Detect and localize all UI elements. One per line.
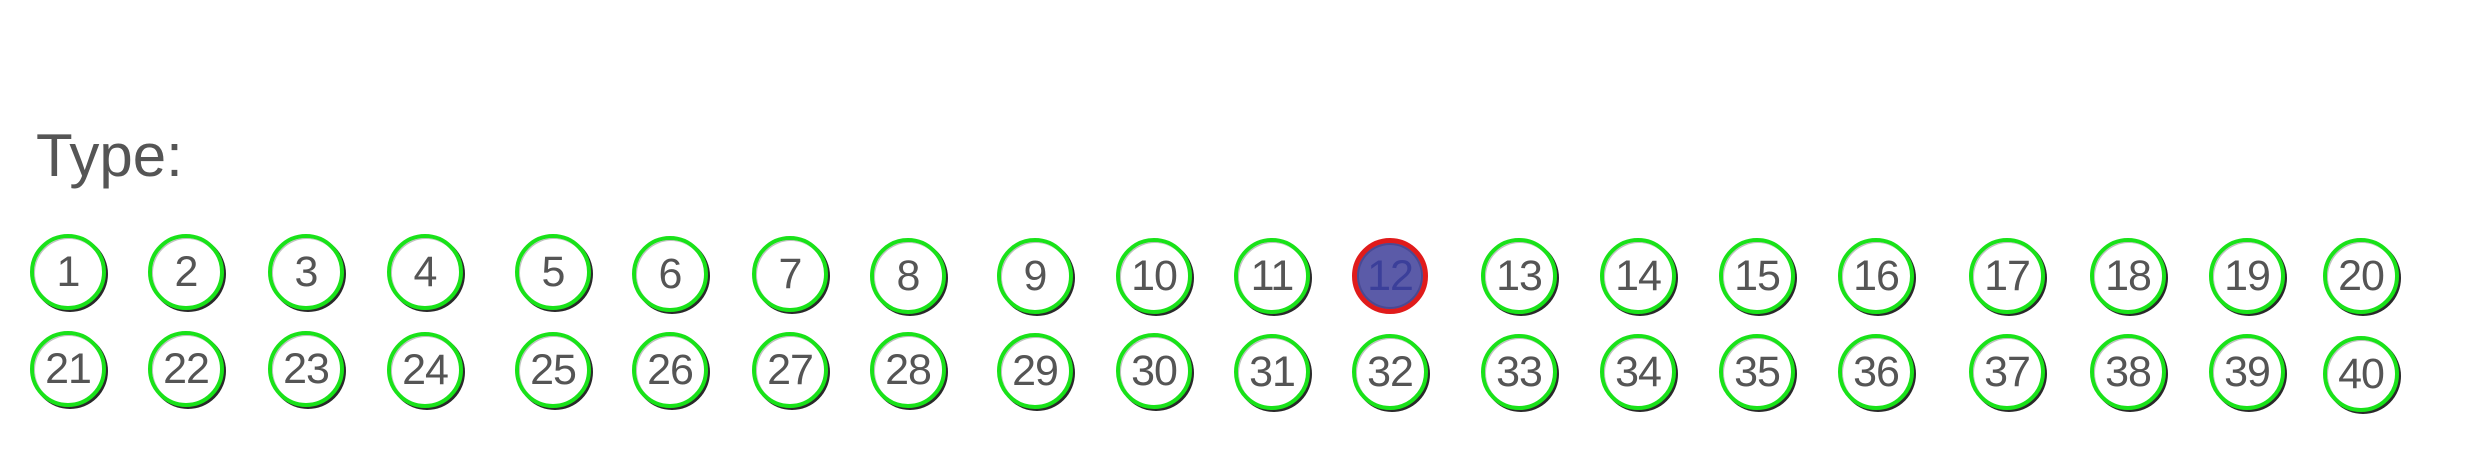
number-bubble-30[interactable]: 30 [1116,333,1192,409]
number-bubble-18[interactable]: 18 [2090,238,2166,314]
bubble-number: 15 [1734,251,1781,300]
number-bubble-32[interactable]: 32 [1352,334,1428,410]
bubble-number: 4 [413,247,438,296]
bubble-number: 38 [2105,347,2152,396]
number-bubble-31[interactable]: 31 [1234,334,1310,410]
bubble-number: 18 [2105,251,2152,300]
bubble-number: 35 [1734,347,1781,396]
bubble-number: 17 [1984,251,2031,300]
bubble-number: 25 [530,345,577,394]
number-bubble-17[interactable]: 17 [1969,238,2045,314]
number-bubble-22[interactable]: 22 [148,331,224,407]
bubble-number: 9 [1023,251,1048,300]
bubble-number: 11 [1250,251,1295,300]
number-bubble-37[interactable]: 37 [1969,334,2045,410]
number-bubble-33[interactable]: 33 [1481,334,1557,410]
number-bubble-10[interactable]: 10 [1116,238,1192,314]
number-bubble-24[interactable]: 24 [387,332,463,408]
bubble-number: 24 [402,345,449,394]
bubble-number: 26 [647,345,694,394]
number-bubble-7[interactable]: 7 [752,236,828,312]
bubble-number: 8 [896,251,921,300]
bubble-number: 7 [778,249,803,298]
number-bubble-4[interactable]: 4 [387,234,463,310]
bubble-number: 29 [1012,346,1059,395]
bubble-number: 22 [163,344,210,393]
number-bubble-21[interactable]: 21 [30,331,106,407]
number-bubble-12[interactable]: 12 [1352,238,1428,314]
number-bubble-39[interactable]: 39 [2209,334,2285,410]
number-bubble-27[interactable]: 27 [752,332,828,408]
number-bubble-20[interactable]: 20 [2323,238,2399,314]
number-bubble-35[interactable]: 35 [1719,334,1795,410]
bubble-number: 36 [1853,347,1900,396]
bubble-number: 10 [1131,251,1178,300]
number-bubble-8[interactable]: 8 [870,238,946,314]
number-bubble-3[interactable]: 3 [268,234,344,310]
bubble-number: 13 [1496,251,1543,300]
number-bubble-5[interactable]: 5 [515,234,591,310]
bubble-number: 21 [45,344,92,393]
bubble-number: 39 [2224,347,2271,396]
number-bubble-34[interactable]: 34 [1600,334,1676,410]
bubble-number: 20 [2338,251,2385,300]
bubble-number: 16 [1853,251,1900,300]
bubble-number: 37 [1984,347,2031,396]
bubble-number: 32 [1367,347,1414,396]
number-bubble-40[interactable]: 40 [2323,336,2399,412]
number-bubble-6[interactable]: 6 [632,236,708,312]
bubble-number: 23 [283,344,330,393]
number-bubble-36[interactable]: 36 [1838,334,1914,410]
number-bubble-14[interactable]: 14 [1600,238,1676,314]
bubble-number: 5 [541,247,566,296]
number-bubble-1[interactable]: 1 [30,234,106,310]
bubble-number: 1 [56,247,81,296]
bubble-number: 33 [1496,347,1543,396]
number-bubble-23[interactable]: 23 [268,331,344,407]
number-bubble-28[interactable]: 28 [870,332,946,408]
bubble-number: 2 [174,247,199,296]
type-label: Type: [36,122,183,189]
number-bubble-26[interactable]: 26 [632,332,708,408]
number-bubble-9[interactable]: 9 [997,238,1073,314]
bubble-number: 30 [1131,346,1178,395]
bubble-number: 27 [767,345,814,394]
bubble-number: 40 [2338,349,2385,398]
bubble-number: 31 [1249,347,1296,396]
bubble-number: 28 [885,345,932,394]
number-bubble-2[interactable]: 2 [148,234,224,310]
number-bubble-25[interactable]: 25 [515,332,591,408]
bubble-number: 6 [658,249,683,298]
bubble-number: 3 [294,247,319,296]
number-bubble-16[interactable]: 16 [1838,238,1914,314]
number-bubble-15[interactable]: 15 [1719,238,1795,314]
number-bubble-38[interactable]: 38 [2090,334,2166,410]
number-bubble-19[interactable]: 19 [2209,238,2285,314]
number-bubble-13[interactable]: 13 [1481,238,1557,314]
bubble-number: 12 [1367,251,1414,300]
number-bubble-29[interactable]: 29 [997,333,1073,409]
number-bubble-11[interactable]: 11 [1234,238,1310,314]
bubble-number: 34 [1615,347,1662,396]
bubble-number: 14 [1615,251,1662,300]
bubble-number: 19 [2224,251,2271,300]
